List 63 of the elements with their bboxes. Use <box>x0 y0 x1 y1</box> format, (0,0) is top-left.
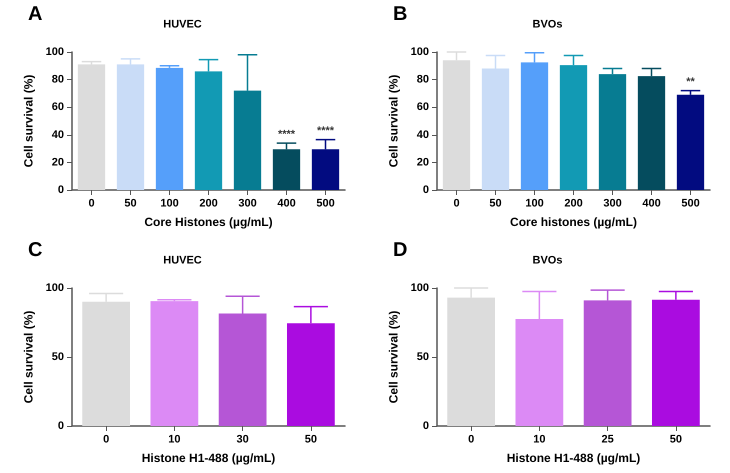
y-tick-label: 40 <box>52 128 64 141</box>
y-tick-label: 40 <box>416 128 429 141</box>
x-tick-label: 200 <box>199 198 218 210</box>
y-tick-label: 50 <box>416 351 429 363</box>
x-tick-label: 200 <box>564 198 583 210</box>
y-tick-label: 20 <box>52 156 64 168</box>
y-tick-label: 50 <box>52 351 64 363</box>
x-tick-label: 50 <box>489 198 502 210</box>
x-axis-title: Histone H1-488 (µg/mL) <box>142 451 276 465</box>
y-tick-label: 100 <box>410 282 429 294</box>
text: C <box>28 239 42 261</box>
x-tick-label: 10 <box>533 434 546 446</box>
text: A <box>28 3 42 25</box>
y-tick-label: 60 <box>52 101 64 114</box>
x-tick-label: 0 <box>453 198 460 210</box>
x-tick-label: 0 <box>468 434 474 446</box>
x-axis-title: Core histones (µg/mL) <box>510 215 637 229</box>
chart-title: BVOs <box>532 18 562 30</box>
y-tick-label: 20 <box>416 156 429 168</box>
y-axis-title: Cell survival (%) <box>22 74 36 168</box>
x-tick-label: 50 <box>304 434 317 446</box>
x-tick-label: 400 <box>277 198 296 210</box>
x-tick-label: 400 <box>642 198 661 210</box>
x-tick-label: 300 <box>603 198 622 210</box>
y-tick-label: 100 <box>46 46 64 58</box>
x-tick-label: 50 <box>670 434 682 446</box>
y-axis-title: Cell survival (%) <box>22 310 36 404</box>
x-tick-label: 25 <box>602 434 614 446</box>
bar <box>156 68 184 190</box>
y-tick-label: 0 <box>422 184 429 196</box>
text: D <box>393 239 408 261</box>
x-tick-label: 100 <box>525 198 544 210</box>
bar <box>676 94 704 190</box>
y-tick-label: 0 <box>58 420 64 432</box>
y-tick-label: 80 <box>416 74 429 86</box>
y-tick-label: 80 <box>52 74 64 86</box>
y-tick-label: 60 <box>416 101 429 114</box>
x-tick-label: 10 <box>168 434 180 446</box>
annotation: **** <box>316 125 335 138</box>
y-tick-label: 0 <box>422 420 429 432</box>
annotation: **** <box>278 128 296 141</box>
chart-title: BVOs <box>532 254 562 266</box>
y-tick-label: 0 <box>58 184 64 196</box>
y-axis-title: Cell survival (%) <box>386 310 401 404</box>
chart-title: HUVEC <box>163 18 202 30</box>
y-axis-title: Cell survival (%) <box>386 74 401 168</box>
bar <box>78 64 106 190</box>
bar <box>150 301 198 426</box>
x-axis-title: Core Histones (µg/mL) <box>144 215 273 229</box>
y-tick-label: 100 <box>410 46 429 58</box>
x-tick-label: 100 <box>160 198 179 210</box>
x-tick-label: 0 <box>88 198 95 210</box>
x-tick-label: 300 <box>238 198 257 210</box>
annotation: ** <box>686 76 696 88</box>
chart-title: HUVEC <box>163 254 202 266</box>
x-axis-title: Histone H1-488 (µg/mL) <box>506 451 640 465</box>
text: B <box>393 3 408 25</box>
x-tick-label: 500 <box>681 198 700 210</box>
x-tick-label: 500 <box>316 198 335 210</box>
x-tick-label: 30 <box>236 434 249 446</box>
x-tick-label: 0 <box>103 434 110 446</box>
y-tick-label: 100 <box>46 282 64 294</box>
x-tick-label: 50 <box>124 198 137 210</box>
